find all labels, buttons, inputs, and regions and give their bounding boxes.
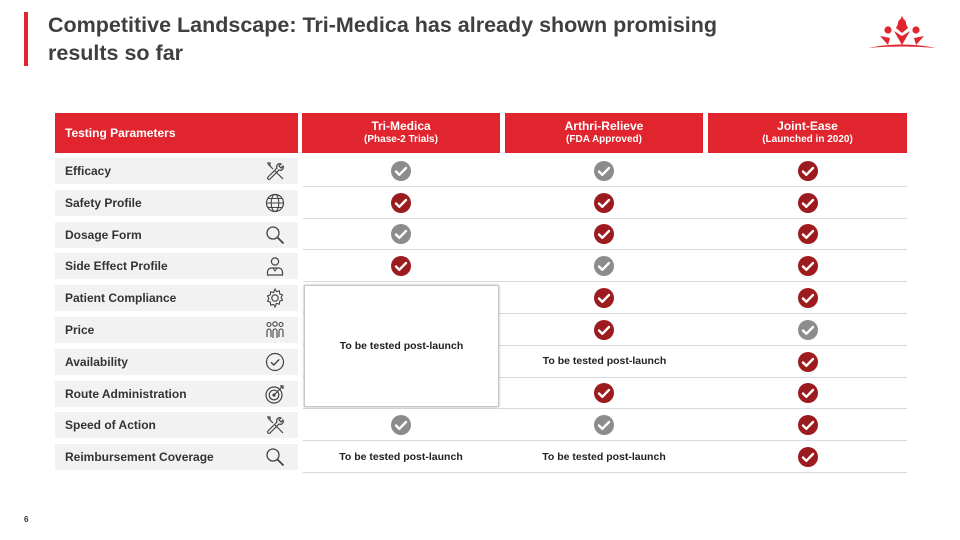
- tools-icon: [267, 162, 284, 180]
- gear-icon: [266, 287, 284, 309]
- table-row: Availability: [55, 346, 907, 378]
- check-gray-icon: [505, 250, 703, 282]
- check-circle-icon: [265, 352, 285, 371]
- row-label-text: Reimbursement Coverage: [65, 450, 214, 465]
- company-logo: [868, 16, 936, 48]
- people-icon: [266, 321, 284, 338]
- row-label-text: Speed of Action: [65, 418, 156, 433]
- row-label: Speed of Action: [55, 412, 298, 439]
- column-status: (Phase-2 Trials): [364, 134, 438, 145]
- row-label: Availability: [55, 348, 298, 375]
- row-label-text: Dosage Form: [65, 227, 142, 242]
- arthri-availability-note-cell: To be tested post-launch: [503, 347, 706, 375]
- row-divider: [303, 408, 907, 410]
- row-label-text: Patient Compliance: [65, 291, 177, 306]
- table-row: Dosage Form: [55, 219, 907, 251]
- pending-note: To be tested post-launch: [339, 340, 464, 352]
- check-red-icon: [505, 378, 703, 410]
- check-gray-icon: [302, 155, 500, 187]
- pending-note-cell: To be tested post-launch: [302, 441, 500, 473]
- check-gray-icon: [505, 155, 703, 187]
- row-label-text: Efficacy: [65, 164, 112, 178]
- header-column-joint-ease: Joint-Ease (Launched in 2020): [708, 113, 907, 153]
- page-title: Competitive Landscape: Tri-Medica has al…: [48, 13, 718, 65]
- table-row: Speed of Action: [55, 409, 907, 442]
- check-red-icon: [708, 441, 907, 473]
- header-column-tri-medica: Tri-Medica (Phase-2 Trials): [302, 113, 500, 153]
- pending-note: To be tested post-launch: [542, 355, 667, 367]
- check-red-icon: [708, 346, 907, 378]
- title-accent-bar: [24, 12, 28, 66]
- row-label-text: Route Administration: [65, 386, 187, 401]
- page-number: 6: [24, 515, 29, 524]
- check-gray-icon: [302, 409, 500, 441]
- check-gray-icon: [505, 409, 703, 441]
- table-row: Efficacy: [55, 155, 907, 187]
- row-divider: [303, 249, 907, 251]
- row-divider: [303, 217, 907, 219]
- row-divider: [303, 471, 907, 473]
- header-column-arthri-relieve: Arthri-Relieve (FDA Approved): [505, 113, 703, 153]
- check-red-icon: [708, 282, 907, 314]
- row-label: Efficacy: [55, 158, 298, 184]
- row-label-text: Availability: [65, 354, 128, 369]
- row-label: Reimbursement Coverage: [55, 444, 298, 471]
- check-red-icon: [302, 187, 500, 219]
- check-red-icon: [708, 187, 907, 219]
- check-red-icon: [505, 219, 703, 251]
- pending-note: To be tested post-launch: [339, 451, 463, 464]
- row-label: Patient Compliance: [55, 285, 298, 312]
- table-row: Price: [55, 314, 907, 346]
- person-icon: [266, 257, 284, 276]
- check-red-icon: [505, 314, 703, 346]
- row-divider: [303, 312, 907, 314]
- pending-note-cell: To be tested post-launch: [505, 441, 703, 473]
- header-testing-parameters: Testing Parameters: [55, 113, 298, 153]
- globe-icon: [265, 193, 285, 212]
- check-gray-icon: [302, 219, 500, 251]
- check-red-icon: [708, 219, 907, 251]
- magnifier-icon: [266, 448, 285, 467]
- row-label: Dosage Form: [55, 221, 298, 248]
- row-label-text: Price: [65, 323, 95, 337]
- check-red-icon: [302, 250, 500, 282]
- row-divider: [303, 440, 907, 442]
- row-divider: [303, 185, 907, 187]
- table-row: Side Effect Profile: [55, 250, 907, 283]
- check-red-icon: [708, 250, 907, 282]
- table-row: Reimbursement Coverage To be tested post-…: [55, 441, 907, 473]
- column-name: Arthri-Relieve: [564, 119, 644, 133]
- tools-icon: [267, 416, 284, 435]
- check-red-icon: [708, 155, 907, 187]
- magnifier-icon: [266, 225, 285, 244]
- check-red-icon: [708, 378, 907, 410]
- row-label: Safety Profile: [55, 189, 298, 216]
- row-divider: [303, 281, 907, 283]
- row-label-text: Safety Profile: [65, 195, 142, 210]
- target-icon: [265, 384, 284, 404]
- row-label-text: Side Effect Profile: [65, 259, 168, 274]
- pending-note: To be tested post-launch: [542, 451, 666, 464]
- column-name: Tri-Medica: [371, 119, 431, 133]
- column-status: (Launched in 2020): [762, 134, 853, 145]
- row-divider: [303, 344, 907, 346]
- row-label: Route Administration: [55, 380, 298, 407]
- row-divider: [303, 376, 907, 378]
- table-row: Patient Compliance: [55, 282, 907, 314]
- column-status: (FDA Approved): [566, 134, 642, 145]
- row-label: Price: [55, 317, 298, 343]
- row-label: Side Effect Profile: [55, 253, 298, 280]
- table-row: Route Administration: [55, 378, 907, 410]
- check-red-icon: [505, 187, 703, 219]
- check-red-icon: [708, 409, 907, 441]
- column-name: Joint-Ease: [777, 119, 838, 133]
- check-gray-icon: [708, 314, 907, 346]
- table-row: Safety Profile: [55, 187, 907, 219]
- tri-medica-pending-block: To be tested post-launch: [304, 285, 499, 407]
- check-red-icon: [505, 282, 703, 314]
